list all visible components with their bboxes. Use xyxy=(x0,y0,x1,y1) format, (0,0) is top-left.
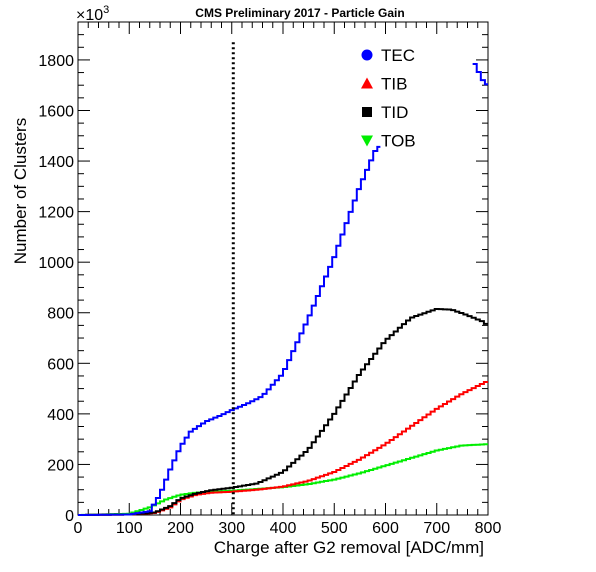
legend-tib-marker xyxy=(361,77,373,89)
y-axis-multiplier-power: 3 xyxy=(103,4,109,16)
legend-tob-label: TOB xyxy=(381,132,416,151)
x-tick-label: 300 xyxy=(218,520,245,537)
x-tick-label: 0 xyxy=(74,520,83,537)
ticks: 0 100 200 300 400 500 600 700 800 0 200 400 600 800 10… xyxy=(38,21,502,537)
x-tick-label: 700 xyxy=(423,520,450,537)
legend-tid-marker xyxy=(362,107,372,117)
y-tick-label: 600 xyxy=(47,356,74,373)
series-tec-line xyxy=(78,145,381,516)
y-tick-label: 800 xyxy=(47,306,74,323)
y-tick-label: 1200 xyxy=(38,205,74,222)
x-axis-title: Charge after G2 removal [ADC/mm] xyxy=(214,538,484,557)
x-tick-label: 400 xyxy=(270,520,297,537)
y-axis-multiplier-base: ×10 xyxy=(76,7,103,24)
chart-title: CMS Preliminary 2017 - Particle Gain xyxy=(195,6,404,20)
x-tick-label: 800 xyxy=(475,520,502,537)
series-tec-line-upper xyxy=(472,62,488,86)
x-tick-label: 100 xyxy=(116,520,143,537)
y-tick-label: 400 xyxy=(47,407,74,424)
y-tick-label: 200 xyxy=(47,457,74,474)
legend-tec-marker xyxy=(361,49,373,61)
series-tib-line xyxy=(78,381,488,516)
y-tick-label: 1600 xyxy=(38,103,74,120)
legend-tid-label: TID xyxy=(381,103,408,122)
x-tick-label: 500 xyxy=(321,520,348,537)
legend: TEC TIB TID TOB xyxy=(361,46,416,151)
plot-frame xyxy=(77,21,489,516)
y-axis-title: Number of Clusters xyxy=(11,118,30,264)
legend-tec-label: TEC xyxy=(381,46,415,65)
y-tick-label: 0 xyxy=(65,508,74,525)
series-lines xyxy=(78,62,488,516)
y-axis-multiplier: ×103 xyxy=(76,4,109,24)
legend-tib-label: TIB xyxy=(381,75,407,94)
legend-tob-marker xyxy=(361,135,373,147)
y-tick-label: 1000 xyxy=(38,255,74,272)
y-tick-label: 1800 xyxy=(38,53,74,70)
series-tid-line xyxy=(78,307,488,516)
y-tick-label: 1400 xyxy=(38,154,74,171)
x-tick-label: 600 xyxy=(372,520,399,537)
x-tick-label: 200 xyxy=(167,520,194,537)
